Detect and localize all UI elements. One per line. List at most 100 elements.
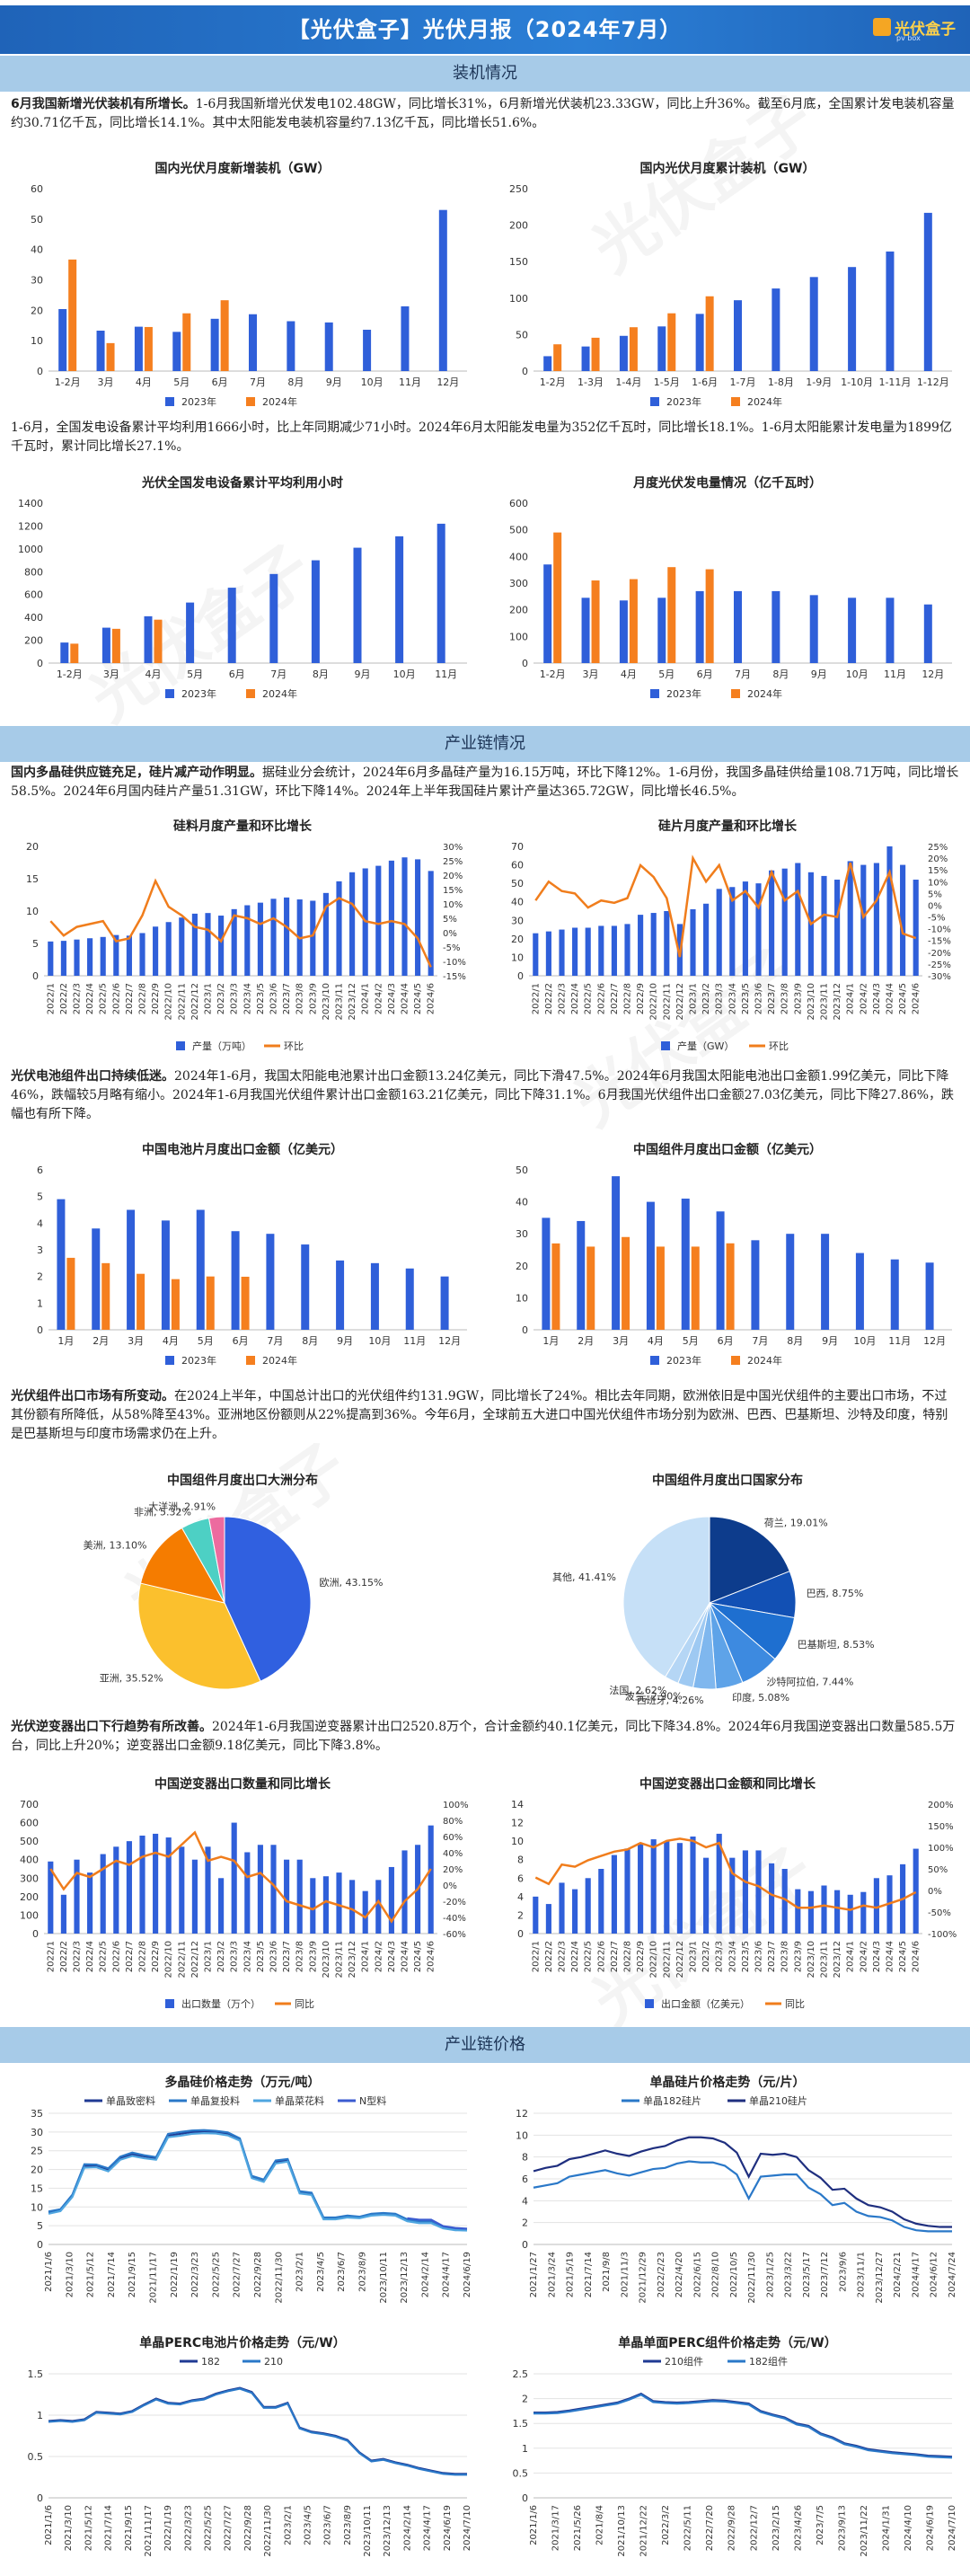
y-tick-label: 40 (31, 244, 43, 256)
x-tick-label: 2月 (93, 1335, 109, 1347)
x-tick-label: 2023/10 (322, 1941, 331, 1978)
pie-label: 法国, 2.62% (609, 1684, 666, 1696)
bar (667, 567, 676, 663)
bar (139, 933, 146, 976)
chart-svg: 中国电池片月度出口金额（亿美元） 0 1 2 3 4 5 6 1月 2月 3月 4月 5月 6月 7月 8月 9… (37, 1142, 467, 1367)
x-tick-label: 2023/2/15 (772, 2505, 781, 2551)
x-tick-label: 2023/7/12 (820, 2252, 830, 2297)
y-tick-label: 20 (31, 305, 43, 316)
chart-c11: 中国逆变器出口数量和同比增长 0 100 200 300 400 500 600 700 -60%… (4, 1768, 481, 2023)
pie-label: 非洲, 5.32% (134, 1507, 191, 1518)
x-tick-label: 1-12月 (917, 376, 949, 388)
y-tick-label: 50 (511, 878, 524, 890)
x-tick-label: 2022/10 (164, 983, 174, 1021)
bar (629, 579, 638, 663)
x-tick-label: 8月 (302, 1335, 318, 1347)
y-tick-label: 35 (31, 2108, 43, 2120)
x-tick-label: 5月 (173, 376, 190, 388)
x-tick-label: 6月 (718, 1335, 734, 1347)
bar (533, 1896, 539, 1934)
x-tick-label: 2021/10/13 (617, 2505, 627, 2557)
y-tick-label: 0 (522, 2239, 528, 2251)
bar (545, 931, 551, 976)
x-tick-label: 2024/2/14 (420, 2252, 430, 2297)
legend-label: 同比 (295, 1998, 314, 2010)
y-tick-label: 30 (511, 915, 524, 926)
bar (650, 913, 657, 976)
paragraph-install: 6月我国新增光伏装机有所增长。1-6月我国新增光伏发电102.48GW，同比增长… (11, 95, 959, 133)
x-tick-label: 2023/2/1 (295, 2252, 305, 2292)
bar (186, 602, 195, 663)
x-tick-label: 2024/6/12 (930, 2252, 939, 2297)
bar (619, 600, 628, 663)
para-body: 2024年1-6月，我国太阳能电池累计出口金额13.24亿美元，同比下滑47.5… (11, 1069, 955, 1121)
x-tick-label: 2022/6/15 (692, 2252, 702, 2297)
x-tick-label: 2021/9/8 (602, 2252, 612, 2292)
x-tick-label: 2022/12 (190, 983, 200, 1021)
bar (855, 1253, 864, 1330)
bar (196, 1209, 205, 1330)
para-body: 据硅业分会统计，2024年6月多晶硅产量为16.15万吨，环比下降12%。1-6… (11, 766, 959, 799)
section-title-install: 装机情况 (0, 56, 970, 92)
y-tick-label: 400 (24, 612, 43, 624)
y-tick-label: 10 (31, 2201, 43, 2213)
chart-title: 中国组件月度出口金额（亿美元） (633, 1142, 822, 1157)
x-tick-label: 2023/8 (295, 1941, 305, 1972)
x-tick-label: 6月 (697, 668, 713, 680)
x-tick-label: 2024/6/19 (463, 2252, 472, 2297)
legend-label: 出口金额（亿美元） (661, 1997, 750, 2010)
y2-tick-label: 0% (928, 901, 942, 911)
series-line (534, 2393, 953, 2459)
bar (68, 259, 77, 371)
bar (144, 615, 153, 663)
chart-title: 单晶PERC电池片价格走势（元/W） (139, 2335, 345, 2350)
x-tick-label: 2022/3 (73, 1941, 83, 1972)
bar (703, 903, 710, 976)
x-tick-label: 6月 (229, 668, 245, 680)
x-tick-label: 10月 (361, 376, 384, 388)
x-tick-label: 7月 (735, 668, 751, 680)
x-tick-label: 2023/8 (295, 983, 305, 1014)
y-tick-label: 200 (509, 220, 528, 232)
y-tick-label: 30 (31, 2127, 43, 2138)
x-tick-label: 2021/9/15 (124, 2505, 134, 2551)
series-line (48, 2132, 468, 2232)
bar (622, 1236, 630, 1330)
x-tick-label: 2023/12 (348, 1941, 357, 1978)
y-tick-label: 2.5 (513, 2368, 529, 2380)
x-tick-label: 3月 (128, 1335, 144, 1347)
chart-title: 硅片月度产量和环比增长 (658, 819, 798, 834)
legend-swatch (165, 1356, 174, 1365)
para-lead: 光伏组件出口市场有所变动。 (11, 1389, 174, 1403)
legend-label: 出口数量（万个） (181, 1997, 260, 2010)
y2-tick-label: 200% (928, 1801, 954, 1810)
bar (161, 1220, 170, 1330)
x-tick-label: 2024/6/19 (443, 2505, 453, 2551)
bar (353, 547, 362, 663)
x-tick-label: 2023/2 (216, 1941, 226, 1972)
y-tick-label: 0 (37, 366, 43, 377)
bar (667, 313, 676, 371)
legend-label: 单晶菜花料 (275, 2094, 324, 2107)
x-tick-label: 1-11月 (878, 376, 911, 388)
bar (691, 1246, 700, 1330)
x-tick-label: 2021/11/17 (149, 2252, 159, 2304)
x-tick-label: 2024/4 (401, 983, 410, 1014)
x-tick-label: 2023/10 (807, 1941, 816, 1978)
legend-swatch (165, 689, 174, 698)
bar (755, 1850, 762, 1934)
bar (218, 1878, 225, 1934)
x-tick-label: 2024/4/17 (911, 2252, 921, 2297)
y2-tick-label: 80% (443, 1817, 463, 1827)
bar (925, 1262, 934, 1330)
x-tick-label: 12月 (923, 1335, 946, 1347)
x-tick-label: 2021/5/19 (566, 2252, 576, 2297)
paragraph-silicon: 国内多晶硅供应链充足，硅片减产动作明显。据硅业分会统计，2024年6月多晶硅产量… (11, 764, 959, 801)
x-tick-label: 1-2月 (540, 668, 566, 680)
bar (886, 251, 895, 371)
y2-tick-label: 150% (928, 1822, 954, 1832)
y2-tick-label: 50% (928, 1865, 948, 1875)
pie-slice (207, 1516, 225, 1604)
pie-label: 印度, 5.08% (732, 1691, 789, 1704)
bar (349, 872, 356, 976)
